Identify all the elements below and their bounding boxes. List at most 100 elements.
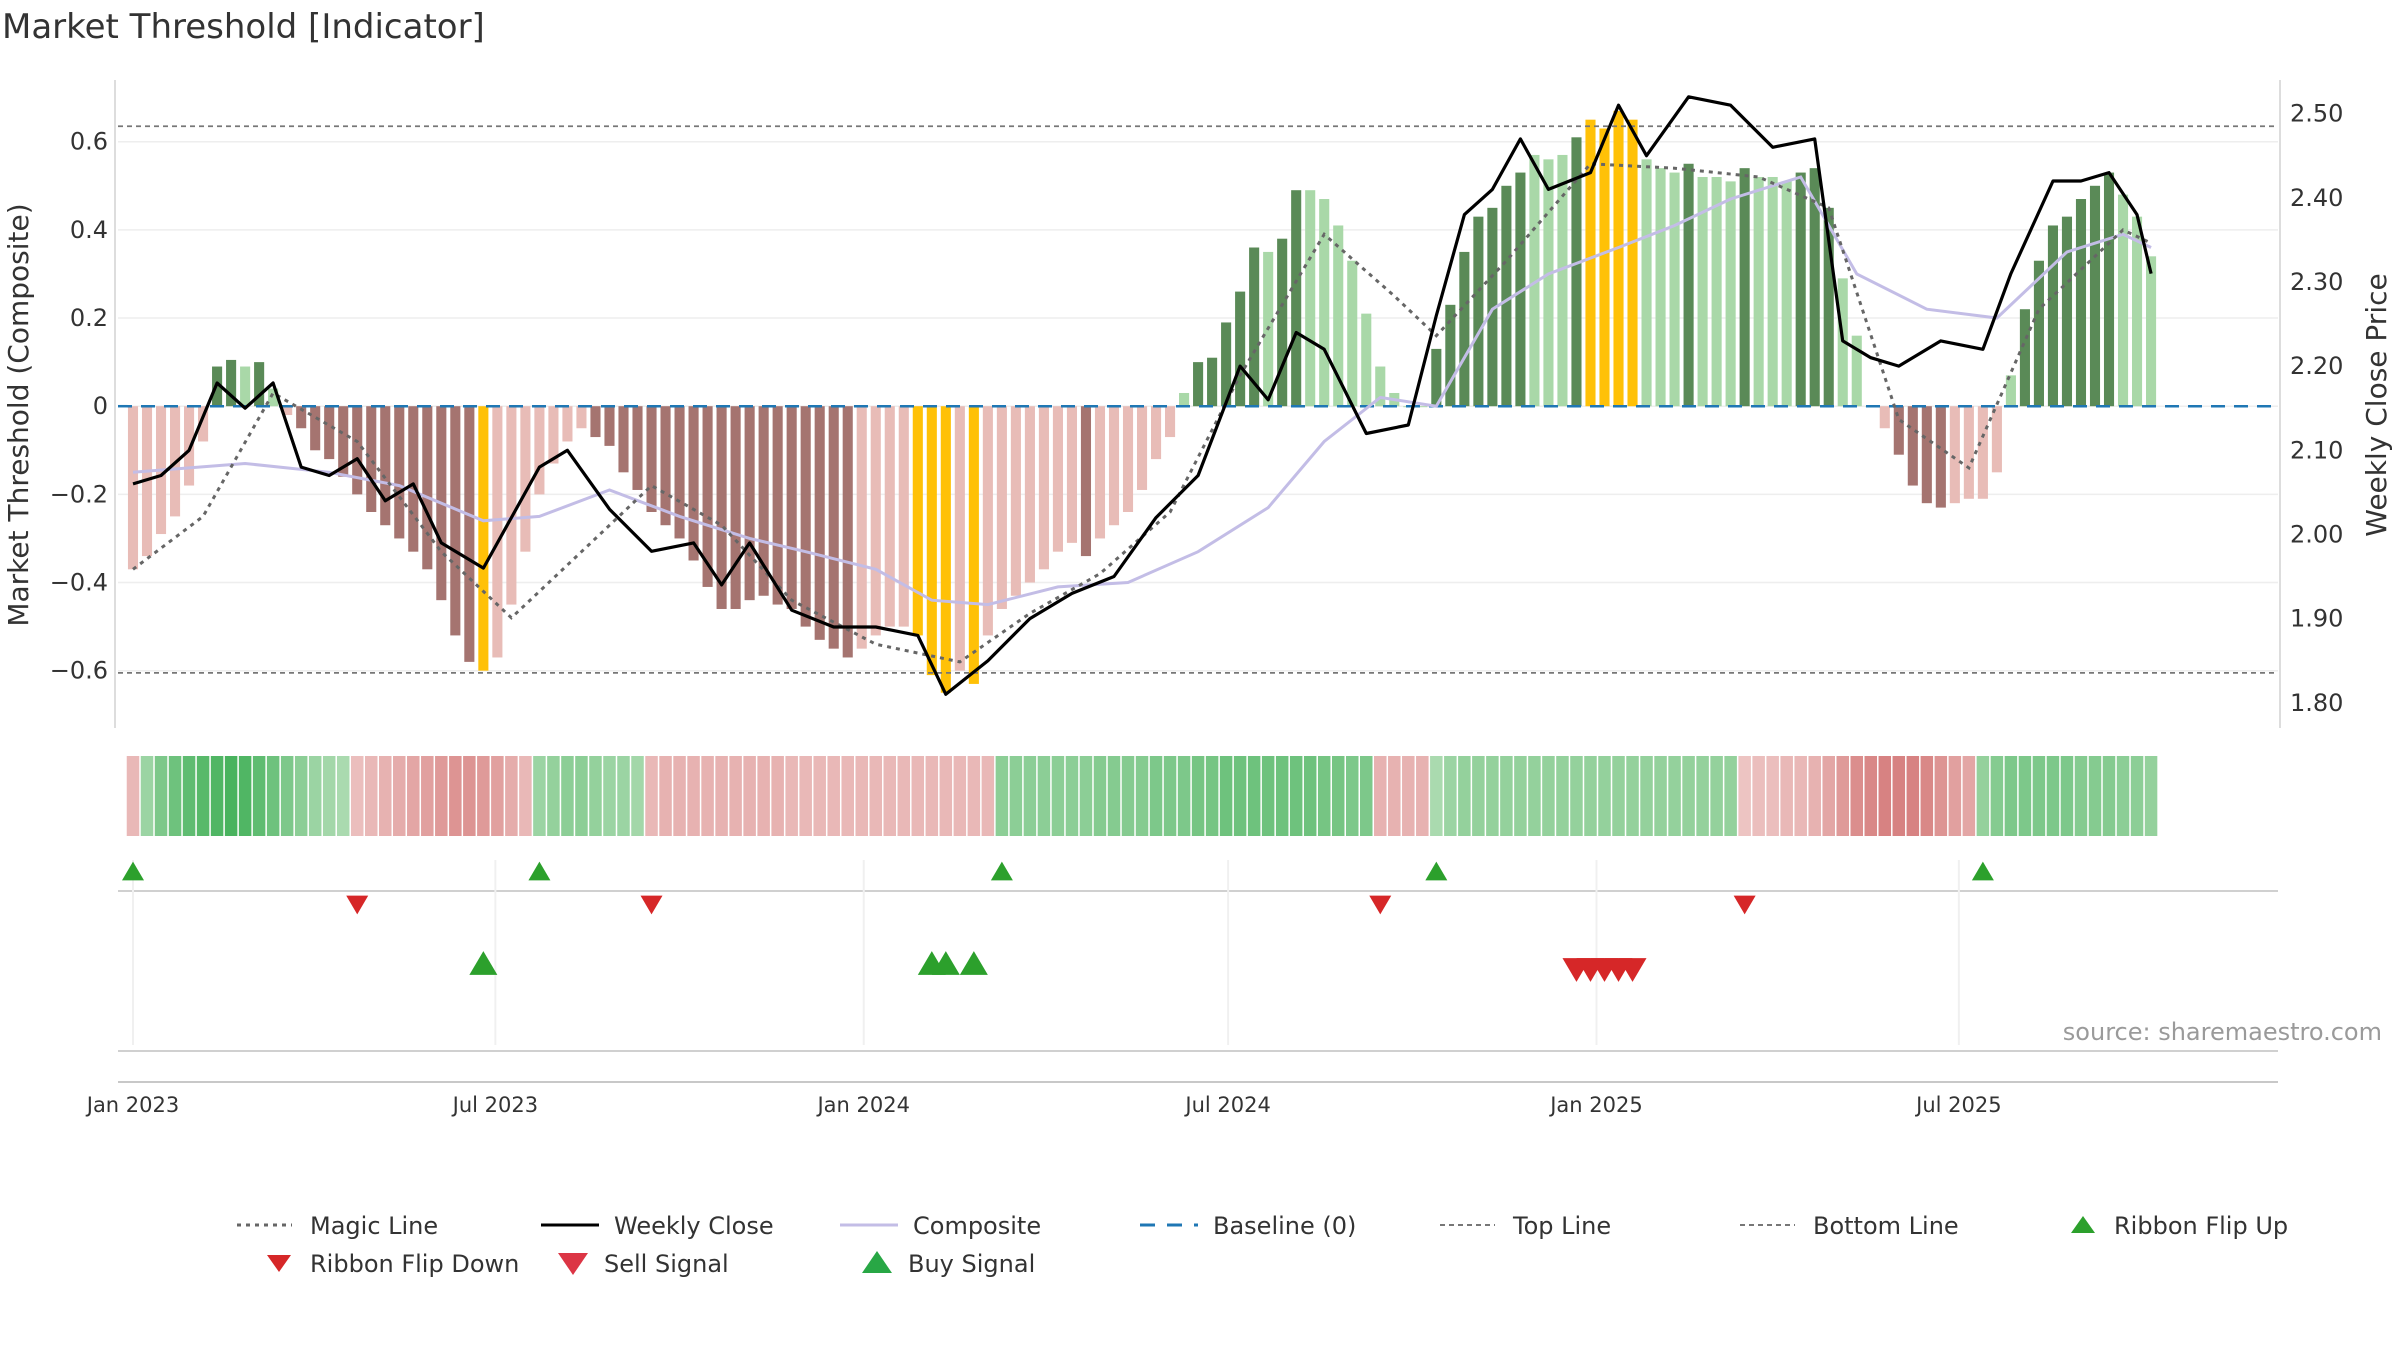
ribbon-cell <box>364 756 378 836</box>
composite-bar <box>1683 163 1694 407</box>
ribbon-cell <box>407 756 420 836</box>
ribbon-cell <box>645 756 658 836</box>
ribbon-cell <box>168 756 182 836</box>
ribbon-cell <box>1864 756 1878 836</box>
ribbon-cell <box>1878 756 1892 836</box>
composite-bar <box>464 406 475 662</box>
composite-bar <box>1291 190 1302 407</box>
composite-bar <box>1907 406 1918 486</box>
ribbon-cell <box>238 756 252 836</box>
ribbon-cell <box>1388 756 1401 836</box>
ribbon-cell <box>1135 756 1149 836</box>
ribbon-cell <box>1906 756 1920 836</box>
ribbon-cell <box>1374 756 1387 836</box>
ribbon-cell <box>897 756 911 836</box>
vertical-gridlines <box>132 860 1960 1045</box>
ribbon-cell <box>883 756 897 836</box>
ribbon-cell <box>266 756 280 836</box>
composite-bar <box>1739 168 1750 407</box>
composite-bar <box>1655 168 1666 407</box>
composite-bar <box>2047 225 2059 407</box>
ribbon-cell <box>981 756 995 836</box>
composite-bar <box>1879 406 1890 429</box>
composite-bar <box>1305 190 1316 407</box>
ribbon-cell <box>1500 756 1513 836</box>
composite-bar <box>184 406 195 486</box>
composite-bar <box>772 406 783 605</box>
composite-bar <box>408 406 419 552</box>
ribbon-cell <box>1850 756 1864 836</box>
composite-bar <box>198 406 209 442</box>
ribbon-flip-down-marker <box>346 895 369 915</box>
y-tick-label-right: 2.10 <box>2290 436 2343 464</box>
composite-bar <box>1753 176 1764 407</box>
ribbon-cell <box>1976 756 1990 836</box>
composite-bar <box>702 406 713 587</box>
composite-bar <box>954 406 965 671</box>
composite-bar <box>1949 406 1960 504</box>
ribbon-cell <box>617 756 630 836</box>
composite-bar <box>1935 406 1946 508</box>
composite-bar <box>1207 357 1218 407</box>
x-tick-label: Jan 2024 <box>815 1093 910 1117</box>
composite-bar <box>1529 154 1540 407</box>
ribbon-flip-down-marker <box>640 895 663 915</box>
ribbon-cell <box>1247 756 1261 836</box>
ribbon-cell <box>1668 756 1681 836</box>
ribbon-cell <box>1093 756 1107 836</box>
composite-bar <box>2146 256 2157 407</box>
ribbon-cell <box>1696 756 1709 836</box>
ribbon-cell <box>1289 756 1303 836</box>
ribbon-cell <box>1920 756 1934 836</box>
ribbon-cell <box>2088 756 2102 836</box>
composite-bar <box>2061 216 2073 407</box>
composite-bar <box>1781 181 1792 407</box>
composite-bar <box>338 406 349 477</box>
composite-bar <box>2131 216 2143 407</box>
composite-bar <box>1921 406 1932 504</box>
composite-bar <box>1823 207 1834 407</box>
legend: Magic Line Weekly Close Composite Baseline … <box>237 1212 2288 1278</box>
composite-bar <box>1431 348 1442 407</box>
composite-bar <box>912 406 923 636</box>
legend-label: Ribbon Flip Up <box>2114 1212 2288 1240</box>
composite-bar <box>1024 406 1035 583</box>
ribbon-cell <box>1612 756 1625 836</box>
composite-bar <box>422 406 433 570</box>
ribbon-cell <box>1261 756 1275 836</box>
x-tick-label: Jul 2023 <box>451 1093 538 1117</box>
composite-bar <box>226 359 237 407</box>
composite-bar <box>450 406 461 636</box>
ribbon-cell <box>1794 756 1807 836</box>
composite-bar <box>127 406 139 570</box>
ribbon-cell <box>1584 756 1597 836</box>
composite-bar <box>926 406 937 676</box>
ribbon-cell <box>1275 756 1289 836</box>
ribbon-cell <box>631 756 644 836</box>
ribbon-cell <box>533 756 546 836</box>
composite-bar <box>2033 260 2044 407</box>
ribbon-cell <box>1444 756 1457 836</box>
ribbon-cell <box>841 756 854 836</box>
composite-bar <box>968 406 979 684</box>
composite-bar <box>996 406 1007 609</box>
composite-bar <box>1977 406 1988 499</box>
y-tick-label-right: 1.80 <box>2290 689 2343 717</box>
composite-bar <box>1094 406 1106 539</box>
y-tick-label-right: 2.00 <box>2290 520 2343 548</box>
ribbon-cell <box>1037 756 1051 836</box>
y-tick-label-left: 0.6 <box>70 128 108 156</box>
ribbon-cell <box>491 756 504 836</box>
legend-label: Baseline (0) <box>1213 1212 1356 1240</box>
composite-bar <box>1010 406 1021 596</box>
ribbon-cell <box>224 756 238 836</box>
legend-label: Sell Signal <box>604 1250 729 1278</box>
composite-bar <box>1277 238 1288 407</box>
composite-bars <box>127 110 2157 693</box>
ribbon-flip-up-marker <box>990 861 1013 881</box>
legend-label: Magic Line <box>310 1212 438 1240</box>
composite-bar <box>1136 406 1148 490</box>
composite-bar <box>982 406 993 636</box>
composite-bar <box>1963 406 1974 499</box>
